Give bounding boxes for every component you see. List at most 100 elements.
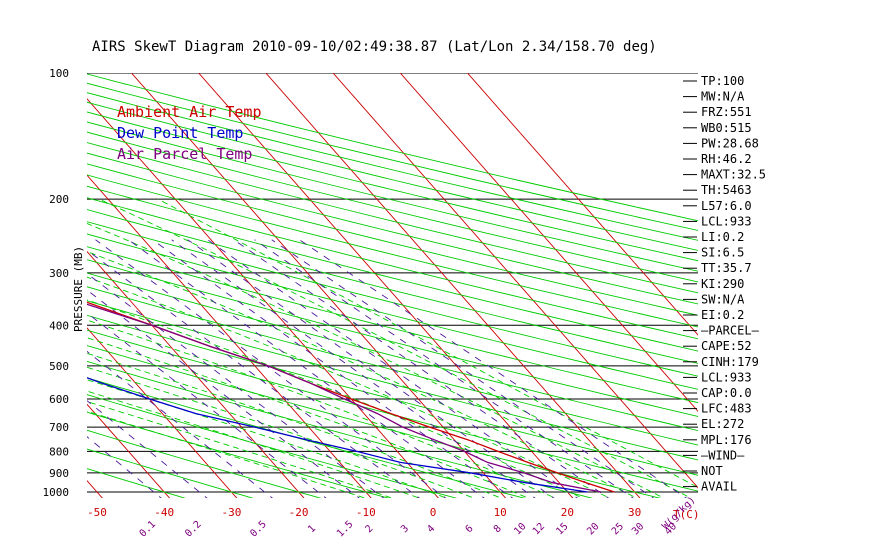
bottom-temp-tick: 30	[628, 506, 641, 519]
isotherm-line	[332, 73, 698, 489]
mixing-ratio-tick: 0.2	[183, 519, 204, 540]
index-item: EI:0.2	[701, 308, 744, 322]
mixing-ratio-tick: 10	[512, 521, 528, 537]
mixing-ratio-tick: 1	[306, 523, 318, 535]
mixing-ratio-line	[233, 239, 610, 498]
isotherm-line	[87, 98, 439, 498]
dry-adiabat-line	[87, 377, 526, 498]
background-grid	[0, 54, 698, 501]
bottom-temp-tick: -40	[154, 506, 174, 519]
dry-adiabat-line	[87, 174, 698, 328]
pressure-tick-labels: 100 200 300 400 500 600 700 800 900 1000	[43, 67, 70, 499]
mixing-ratio-tick: 6	[464, 523, 476, 535]
index-item: FRZ:551	[701, 105, 752, 119]
pressure-tick-label: 300	[49, 267, 69, 280]
mixing-ratio-line	[95, 239, 447, 498]
dry-adiabat-line	[87, 131, 698, 283]
dry-adiabat-line	[87, 185, 698, 340]
dry-adiabat-line	[87, 468, 186, 498]
isotherm-line	[87, 250, 305, 498]
isotherm-line	[0, 54, 38, 501]
pressure-tick-label: 1000	[43, 486, 70, 499]
mixing-ratio-tick: 0.1	[138, 519, 159, 540]
legend-dewpoint: Dew Point Temp	[117, 124, 243, 142]
moist-adiabat-line	[87, 251, 638, 498]
mixing-ratio-line	[87, 350, 273, 498]
pressure-tick-label: 400	[49, 319, 69, 332]
index-item: EL:272	[701, 417, 744, 431]
moist-adiabat-line	[157, 198, 698, 489]
isotherm-line	[198, 73, 574, 498]
dry-adiabat-line	[87, 286, 698, 446]
index-item: LCL:933	[701, 370, 752, 384]
isotherm-line	[265, 73, 641, 498]
moist-adiabat-line	[87, 366, 475, 498]
pressure-tick-label: 500	[49, 360, 69, 373]
mixing-ratio-tick: 3	[399, 523, 411, 535]
dry-adiabat-line	[87, 448, 254, 498]
mixing-ratio-line	[87, 289, 360, 498]
mixing-ratio-line	[207, 239, 579, 498]
moist-adiabat-line	[87, 299, 584, 498]
mixing-ratio-tick: 1.5	[335, 519, 356, 540]
mixing-ratio-line	[87, 312, 327, 498]
dry-adiabat-line	[87, 92, 698, 241]
isotherm-line	[87, 327, 238, 498]
index-item: NOT	[701, 464, 723, 478]
index-item: CINH:179	[701, 355, 759, 369]
mixing-ratio-line	[87, 249, 421, 498]
index-item: WB0:515	[701, 121, 752, 135]
legend-ambient: Ambient Air Temp	[117, 103, 262, 121]
dry-adiabat-line	[87, 197, 698, 352]
isotherm-line	[87, 403, 171, 498]
moist-adiabat-line	[87, 390, 421, 498]
dry-adiabat-line	[87, 429, 322, 498]
isotherm-line	[466, 73, 698, 336]
index-item: TP:100	[701, 74, 744, 88]
moist-adiabat-line	[87, 337, 530, 498]
mixing-ratio-line	[128, 239, 485, 498]
dry-adiabat-line	[87, 101, 698, 251]
mixing-ratio-line	[187, 239, 555, 498]
sounding-profiles	[87, 301, 615, 493]
legend-parcel: Air Parcel Temp	[117, 145, 252, 163]
index-item: —PARCEL—	[701, 324, 760, 338]
index-item: MAXT:32.5	[701, 168, 766, 182]
index-item: LFC:483	[701, 402, 752, 416]
bottom-temp-ticks: -50 -40 -30 -20 -10 0 10 20 30	[87, 506, 641, 519]
y-axis-label: PRESSURE (MB)	[72, 246, 85, 332]
bottom-temp-tick: 10	[494, 506, 507, 519]
index-item: CAP:0.0	[701, 386, 752, 400]
pressure-tick-label: 900	[49, 467, 69, 480]
mixing-ratio-line	[299, 239, 688, 498]
index-item: TH:5463	[701, 183, 752, 197]
moist-adiabat-lines	[87, 198, 698, 498]
moist-adiabat-line	[87, 276, 611, 498]
dry-adiabat-line	[87, 246, 698, 404]
bottom-temp-tick: 20	[561, 506, 574, 519]
bottom-temp-tick: -20	[289, 506, 309, 519]
moist-adiabat-line	[87, 223, 665, 498]
dry-adiabat-line	[87, 360, 594, 498]
dry-adiabat-line	[87, 142, 698, 294]
moist-adiabat-line	[87, 352, 503, 498]
pressure-tick-label: 800	[49, 445, 69, 458]
dry-adiabat-line	[87, 233, 698, 390]
dry-adiabat-line	[87, 314, 698, 476]
index-item: TT:35.7	[701, 261, 752, 275]
mixing-ratio-line	[152, 239, 514, 498]
mixing-ratio-tick: 25	[610, 521, 626, 537]
dry-adiabat-line	[87, 345, 661, 498]
dry-adiabat-line	[87, 111, 698, 262]
index-item: —WIND—	[701, 448, 745, 462]
index-item: LI:0.2	[701, 230, 744, 244]
mixing-ratio-tick: 30	[630, 521, 646, 537]
moist-adiabat-line	[98, 198, 692, 498]
mixing-ratio-tick: 2	[364, 523, 376, 535]
index-item: CAPE:52	[701, 339, 752, 353]
pressure-tick-label: 100	[49, 67, 69, 80]
index-item: SI:6.5	[701, 246, 744, 260]
index-item: MPL:176	[701, 433, 752, 447]
